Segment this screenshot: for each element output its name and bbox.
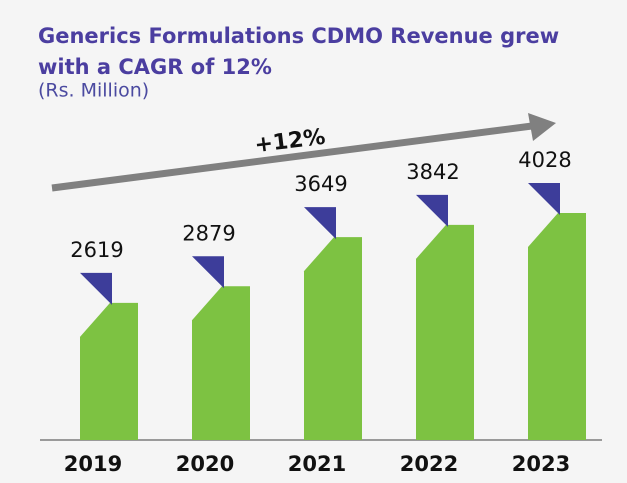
bar xyxy=(528,213,586,440)
bar-cap xyxy=(416,194,448,227)
trend-arrow xyxy=(51,122,533,192)
arrow-head xyxy=(528,113,556,141)
x-tick-label: 2019 xyxy=(64,452,122,476)
value-label: 3649 xyxy=(294,172,347,196)
x-tick-label: 2023 xyxy=(512,452,570,476)
chart-title-line-1: Generics Formulations CDMO Revenue grew w… xyxy=(38,24,559,79)
value-label: 2879 xyxy=(182,221,235,245)
bar-cap xyxy=(304,207,336,240)
value-label: 4028 xyxy=(518,148,571,172)
x-tick-label: 2022 xyxy=(400,452,458,476)
value-label: 2619 xyxy=(70,238,123,262)
x-tick-label: 2020 xyxy=(176,452,234,476)
bar xyxy=(192,286,250,440)
bar-cap xyxy=(192,256,224,289)
bar xyxy=(416,224,474,440)
value-label: 3842 xyxy=(406,160,459,184)
bar xyxy=(304,237,362,440)
bar xyxy=(80,302,138,440)
x-tick-label: 2021 xyxy=(288,452,346,476)
bar-cap xyxy=(80,272,112,305)
chart-subtitle: (Rs. Million) xyxy=(38,80,149,102)
bar-cap xyxy=(528,183,560,215)
